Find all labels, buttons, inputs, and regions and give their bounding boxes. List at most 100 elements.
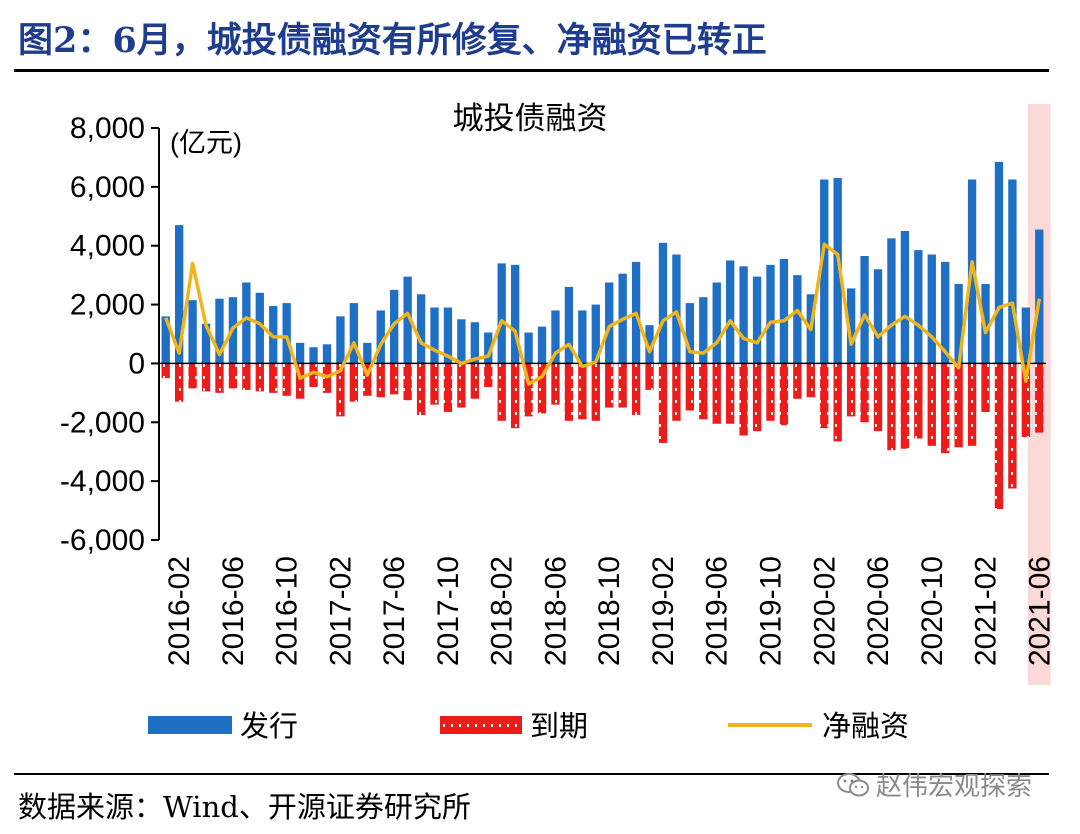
issuance-bar [174,225,184,364]
maturity-bar [242,363,251,390]
maturity-bar [658,363,668,443]
legend-swatch-issuance [148,716,232,734]
y-tick-label: 2,000 [70,289,145,322]
issuance-bar [605,282,614,364]
issuance-bar [954,283,963,364]
maturity-bar [967,363,977,446]
issuance-bar [846,288,856,364]
issuance-bar [766,264,775,364]
maturity-bar [403,363,412,401]
maturity-bar [914,363,923,439]
issuance-bar [873,269,883,364]
issuance-bar [752,276,762,364]
maturity-bar [551,363,560,405]
issuance-bar [443,307,453,364]
maturity-bar [269,363,278,393]
bottom-rule [14,773,1049,775]
maturity-bar [215,363,224,393]
maturity-bar [994,363,1004,510]
maturity-bar [309,363,318,387]
maturity-bar [470,363,479,399]
issuance-bar [672,254,681,364]
issuance-bar [591,304,600,364]
net-financing-line [164,242,1042,386]
issuance-bar [833,178,842,364]
issuance-bar [779,258,789,364]
maturity-bar [860,363,869,423]
issuance-bar [712,282,721,364]
x-tick-label: 2019-02 [647,556,680,666]
maturity-bar [699,363,708,420]
x-tick-label: 2020-06 [862,556,895,666]
maturity-bar [605,363,614,408]
chart: -6,000 -4,000 -2,000 0 2,000 4,000 6,000 8,000 2… [60,101,1056,743]
maturity-bar [524,363,533,417]
maturity-bar [363,363,372,396]
issuance-bar [188,300,197,364]
issuance-bar [510,264,520,364]
unit-label: (亿元) [170,128,242,158]
issuance-bar [645,325,654,364]
maturity-bar [376,363,385,398]
maturity-bar [873,363,883,432]
issuance-bar [564,286,574,364]
maturity-bar [295,363,305,399]
maturity-bar [820,363,829,429]
issuance-bar [295,342,305,364]
maturity-bar [887,363,896,451]
maturity-bar [1021,363,1031,437]
figure-title: 图2：6月，城投债融资有所修复、净融资已转正 [18,20,767,61]
maturity-bar [564,363,574,421]
issuance-bar [1035,229,1044,364]
maturity-bar [282,363,291,396]
issuance-bar [363,342,372,364]
y-tick-label: 6,000 [70,171,145,204]
y-tick-label: -6,000 [60,524,145,557]
maturity-bar [161,363,170,379]
maturity-bar [726,363,735,424]
issuance-bar [1008,179,1017,364]
issuance-bar [309,347,318,364]
x-tick-label: 2019-10 [754,556,787,666]
issuance-bar [739,266,748,364]
x-tick-label: 2021-06 [1023,556,1056,666]
issuance-bar [927,254,936,364]
issuance-bar [497,263,506,364]
maturity-bar [457,363,466,408]
issuance-bar [726,260,735,364]
y-tick-label: -4,000 [60,465,145,498]
issuance-bar [1021,307,1031,364]
maturity-bar [255,363,264,392]
x-tick-label: 2016-02 [163,556,196,666]
maturity-bar [618,363,627,408]
maturity-bar [981,363,990,412]
maturity-bar [846,363,856,417]
watermark: 赵伟宏观探索 [836,766,1032,803]
issuance-bar [914,250,923,364]
x-tick-label: 2019-06 [701,556,734,666]
maturity-bar [645,363,654,390]
maturity-bar [900,363,910,449]
title-rule [14,69,1049,72]
issuance-bar [416,294,426,364]
legend-label-issuance: 发行 [240,709,298,743]
x-tick-label: 2017-10 [432,556,465,666]
x-tick-label: 2020-10 [916,556,949,666]
maturity-bar [631,363,641,415]
issuance-bar [793,275,802,364]
x-tick-label: 2018-02 [486,556,519,666]
x-tick-label: 2018-06 [539,556,572,666]
maturity-bar [712,363,721,424]
maturity-bar [484,363,493,387]
maturity-bar [336,363,345,417]
x-tick-label: 2016-10 [271,556,304,666]
issuance-bar [282,303,291,364]
legend-swatch-maturity [440,716,522,734]
issuance-bar [322,344,332,364]
maturity-bar [188,363,197,389]
issuance-bar [336,316,345,364]
issuance-bar [215,298,224,364]
maturity-bar [174,363,184,402]
maturity-bar [1008,363,1017,489]
issuance-bar [699,297,708,364]
